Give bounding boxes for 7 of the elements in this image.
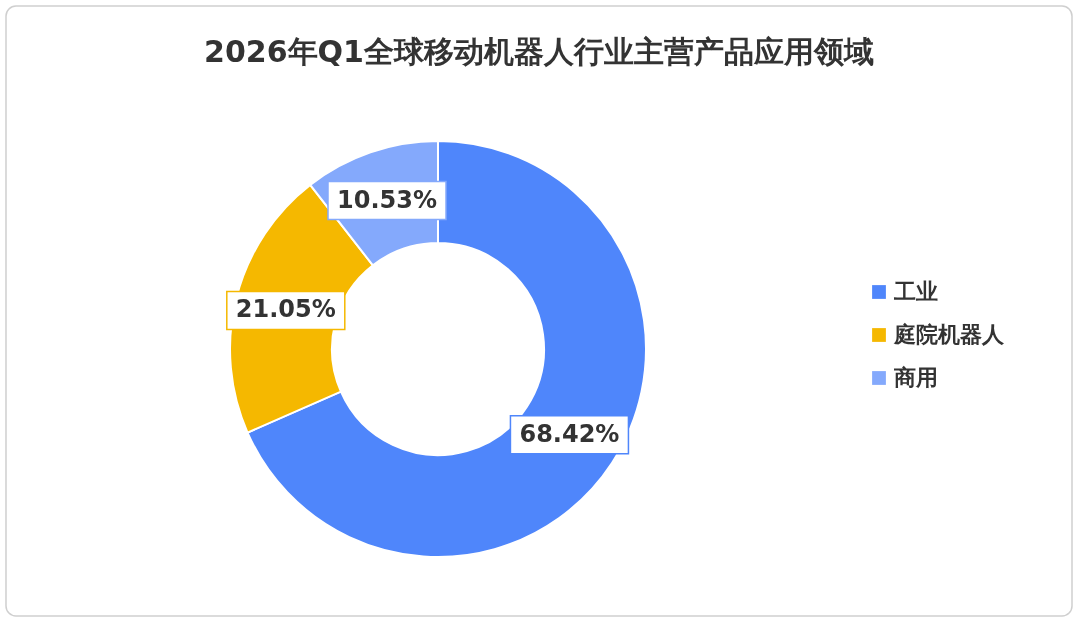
data-label: 10.53% [337, 185, 437, 214]
data-label: 68.42% [519, 419, 620, 448]
data-label: 21.05% [235, 295, 336, 324]
chart-title: 2026年Q1全球移动机器人行业主营产品应用领域 [204, 34, 874, 69]
legend-label: 庭院机器人 [893, 322, 1005, 347]
legend-label: 工业 [893, 279, 938, 304]
legend-label: 商用 [893, 365, 938, 390]
